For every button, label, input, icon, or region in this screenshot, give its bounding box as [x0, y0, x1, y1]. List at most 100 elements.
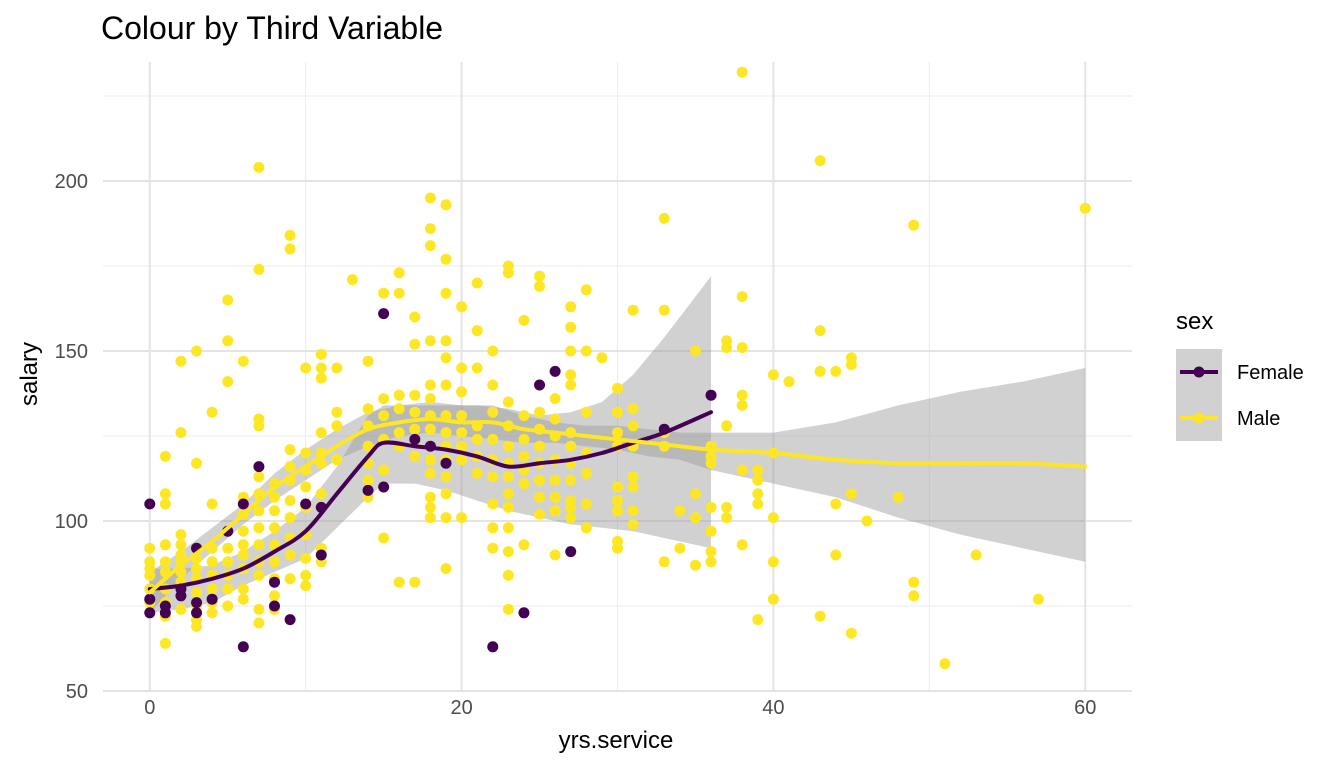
- point-male: [752, 614, 764, 626]
- point-male: [627, 471, 639, 483]
- point-male: [721, 501, 733, 513]
- legend-title: sex: [1176, 308, 1213, 335]
- point-male: [627, 481, 639, 493]
- point-male: [191, 563, 203, 575]
- point-male: [565, 474, 577, 486]
- point-male: [752, 498, 764, 510]
- point-male: [424, 192, 436, 204]
- point-male: [736, 389, 748, 401]
- point-male: [237, 549, 249, 561]
- point-male: [393, 389, 405, 401]
- point-male: [440, 488, 452, 500]
- point-male: [424, 223, 436, 235]
- point-male: [315, 362, 327, 374]
- point-male: [752, 488, 764, 500]
- point-male: [471, 467, 483, 479]
- point-male: [627, 505, 639, 517]
- point-male: [612, 542, 623, 554]
- point-male: [736, 399, 748, 411]
- point-male: [658, 304, 670, 316]
- y-tick-label: 200: [55, 171, 88, 193]
- point-male: [144, 542, 156, 554]
- point-male: [331, 362, 343, 374]
- point-male: [612, 427, 623, 439]
- point-male: [580, 345, 592, 357]
- point-male: [237, 539, 249, 551]
- x-axis-title: yrs.service: [559, 727, 674, 754]
- point-female: [191, 597, 203, 609]
- point-male: [253, 603, 265, 615]
- point-male: [534, 508, 546, 520]
- point-male: [814, 610, 826, 622]
- point-male: [424, 240, 436, 252]
- point-male: [237, 583, 249, 595]
- point-male: [970, 549, 982, 561]
- point-male: [424, 491, 436, 503]
- point-male: [331, 420, 343, 432]
- point-male: [253, 161, 265, 173]
- point-male: [471, 325, 483, 337]
- point-female: [378, 308, 390, 320]
- point-female: [362, 484, 374, 496]
- legend-label: Male: [1237, 408, 1280, 430]
- point-male: [300, 569, 312, 581]
- major-gridlines: [103, 62, 1132, 692]
- point-male: [206, 607, 218, 619]
- point-female: [315, 549, 327, 561]
- point-male: [424, 512, 436, 524]
- x-tick-label: 0: [144, 697, 155, 719]
- point-male: [456, 301, 468, 313]
- point-male: [502, 396, 514, 408]
- x-tick-label: 60: [1074, 697, 1096, 719]
- point-male: [206, 556, 218, 568]
- point-female: [705, 389, 717, 401]
- point-male: [502, 603, 514, 615]
- point-male: [222, 583, 234, 595]
- point-male: [253, 522, 265, 534]
- point-male: [502, 471, 514, 483]
- point-male: [424, 379, 436, 391]
- point-male: [689, 345, 701, 357]
- point-male: [456, 427, 468, 439]
- minor-gridlines: [103, 62, 1132, 691]
- point-male: [315, 488, 327, 500]
- point-male: [284, 512, 296, 524]
- point-male: [346, 274, 358, 286]
- point-male: [315, 427, 327, 439]
- chart-title: Colour by Third Variable: [101, 10, 443, 46]
- point-male: [487, 498, 499, 510]
- point-male: [736, 66, 748, 78]
- point-male: [237, 593, 249, 605]
- point-male: [284, 243, 296, 255]
- point-male: [565, 379, 577, 391]
- point-male: [565, 440, 577, 452]
- point-female: [191, 607, 203, 619]
- point-male: [502, 546, 514, 558]
- point-male: [440, 563, 452, 575]
- point-male: [674, 542, 686, 554]
- point-male: [705, 457, 717, 469]
- point-male: [767, 369, 779, 381]
- point-male: [721, 342, 733, 354]
- point-male: [424, 335, 436, 347]
- point-male: [300, 580, 312, 592]
- point-male: [689, 488, 701, 500]
- point-male: [736, 464, 748, 476]
- point-male: [534, 406, 546, 418]
- point-female: [269, 600, 280, 612]
- point-male: [284, 495, 296, 507]
- point-female: [487, 641, 499, 653]
- point-male: [253, 263, 265, 275]
- point-male: [565, 512, 577, 524]
- point-male: [440, 471, 452, 483]
- point-male: [892, 491, 904, 503]
- point-male: [300, 362, 312, 374]
- point-male: [409, 338, 421, 350]
- legend-item-female: Female: [1176, 349, 1304, 395]
- point-male: [612, 406, 623, 418]
- point-male: [362, 474, 374, 486]
- point-male: [440, 379, 452, 391]
- point-male: [767, 593, 779, 605]
- point-male: [159, 556, 171, 568]
- point-male: [284, 444, 296, 456]
